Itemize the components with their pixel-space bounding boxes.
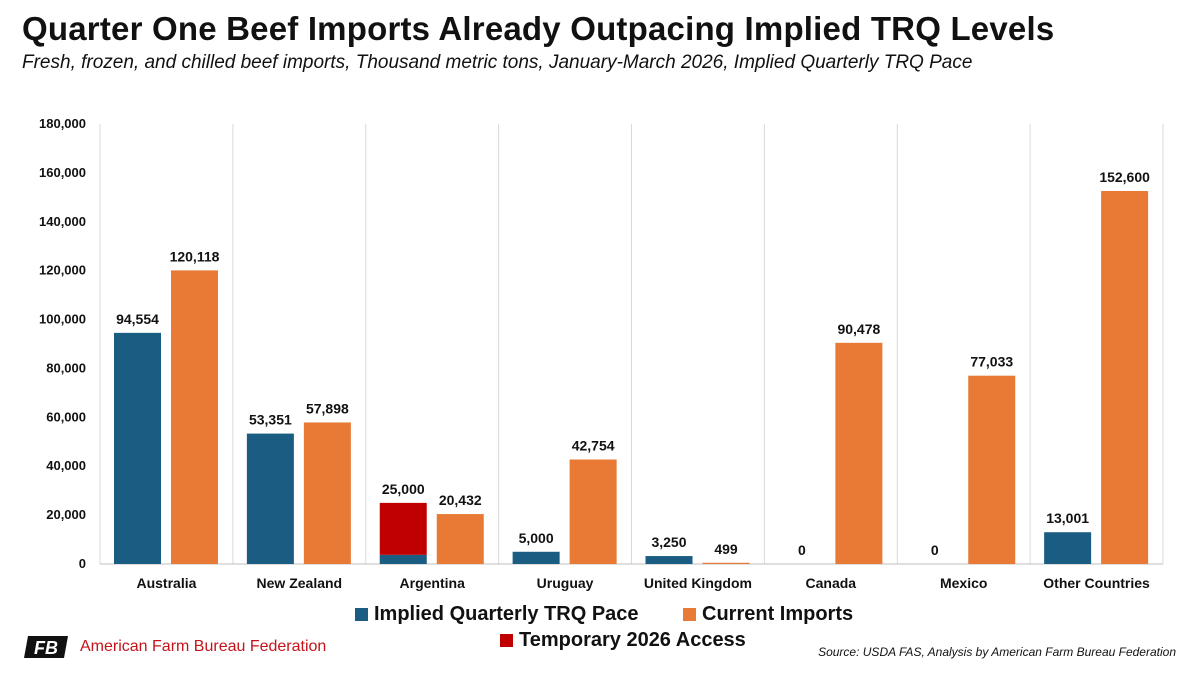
data-label-current: 90,478 (837, 321, 880, 337)
legend-label-trq: Implied Quarterly TRQ Pace (374, 603, 639, 625)
x-tick-label: Australia (136, 575, 196, 591)
y-tick-label: 100,000 (39, 312, 86, 327)
x-tick-label: Argentina (400, 575, 466, 591)
data-label-trq: 5,000 (519, 530, 554, 546)
bar-current (702, 562, 750, 564)
chart-title: Quarter One Beef Imports Already Outpaci… (22, 10, 1055, 47)
x-tick-label: Canada (806, 575, 857, 591)
data-label-current: 77,033 (970, 354, 1013, 370)
data-label-current: 42,754 (572, 437, 615, 453)
afbf-logo-icon: FB (22, 634, 70, 660)
bar-current (835, 342, 883, 564)
bar-trq (1044, 532, 1092, 564)
data-label-current: 152,600 (1099, 169, 1150, 185)
x-tick-label: Mexico (940, 575, 987, 591)
bar-trq (246, 433, 294, 564)
legend-label-current: Current Imports (702, 603, 854, 625)
legend-swatch-current (683, 608, 696, 621)
data-label-current: 20,432 (439, 492, 482, 508)
bar-current (303, 422, 351, 564)
source-note: Source: USDA FAS, Analysis by American F… (818, 645, 1176, 659)
bar-trq (645, 556, 693, 564)
y-tick-label: 140,000 (39, 214, 86, 229)
legend-item-trq: Implied Quarterly TRQ Pace (355, 603, 639, 626)
logo-text: American Farm Bureau Federation (80, 638, 327, 655)
y-tick-label: 120,000 (39, 263, 86, 278)
bar-current (968, 375, 1016, 564)
bar-current (569, 459, 617, 564)
legend-item-temporary: Temporary 2026 Access (500, 629, 746, 652)
bar-current (436, 514, 484, 564)
data-label-trq: 0 (931, 542, 939, 558)
data-label-trq: 94,554 (116, 311, 159, 327)
data-label-trq: 0 (798, 542, 806, 558)
y-tick-label: 60,000 (46, 409, 86, 424)
y-tick-label: 20,000 (46, 507, 86, 522)
y-tick-label: 40,000 (46, 458, 86, 473)
legend-swatch-temporary (500, 634, 513, 647)
y-tick-label: 0 (79, 556, 86, 571)
data-label-trq: 25,000 (382, 481, 425, 497)
data-label-trq: 3,250 (651, 534, 686, 550)
bar-trq (379, 554, 427, 564)
y-tick-label: 180,000 (39, 116, 86, 131)
bar-temporary (379, 502, 427, 555)
bar-trq (114, 332, 161, 564)
y-tick-label: 160,000 (39, 165, 86, 180)
afbf-logo: FB American Farm Bureau Federation (22, 634, 326, 660)
x-tick-label: Uruguay (537, 575, 594, 591)
x-tick-label: New Zealand (257, 575, 343, 591)
legend-swatch-trq (355, 608, 368, 621)
chart-subtitle: Fresh, frozen, and chilled beef imports,… (22, 52, 973, 73)
legend-label-temporary: Temporary 2026 Access (519, 629, 746, 651)
x-tick-label: Other Countries (1043, 575, 1150, 591)
x-tick-label: United Kingdom (644, 575, 752, 591)
data-label-current: 57,898 (306, 400, 349, 416)
y-tick-label: 80,000 (46, 360, 86, 375)
svg-text:FB: FB (34, 638, 58, 658)
data-label-trq: 13,001 (1046, 510, 1089, 526)
bar-trq (512, 551, 560, 564)
legend-item-current: Current Imports (683, 603, 853, 626)
bar-current (171, 270, 218, 564)
data-label-trq: 53,351 (249, 412, 292, 428)
bar-current (1101, 190, 1149, 564)
data-label-current: 499 (714, 541, 738, 557)
data-label-current: 120,118 (170, 248, 220, 264)
